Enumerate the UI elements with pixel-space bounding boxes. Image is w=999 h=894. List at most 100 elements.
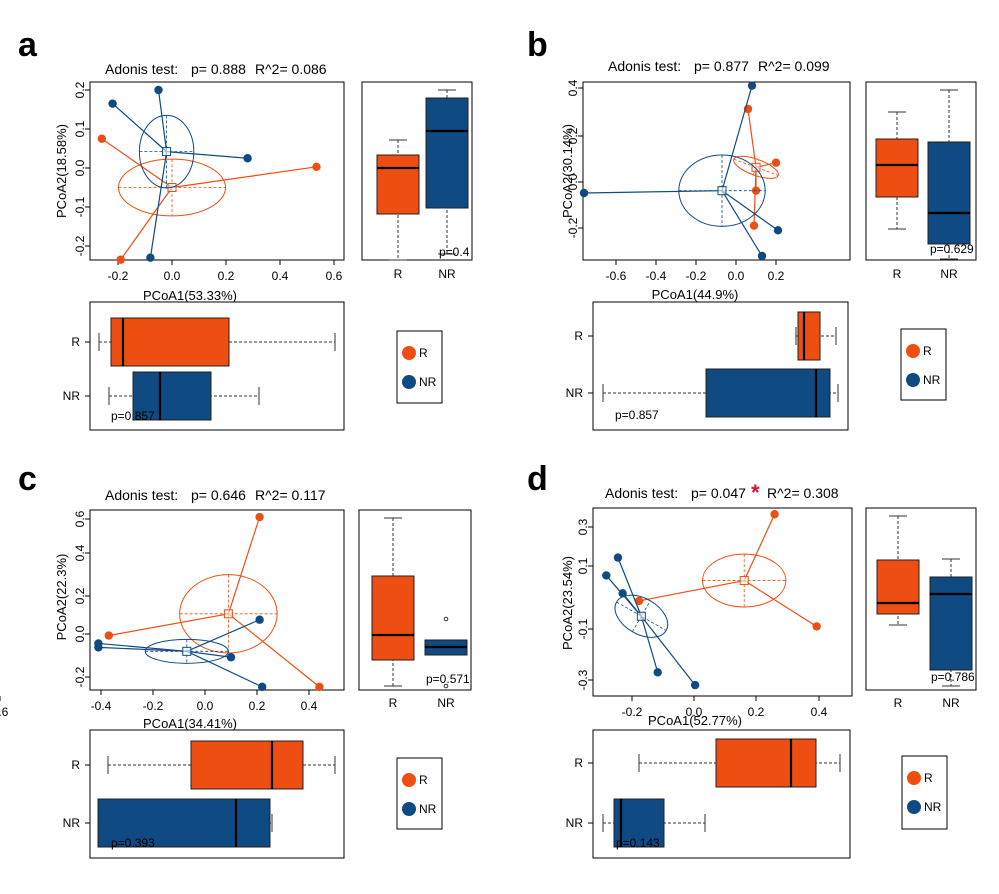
panel-a-nr-point xyxy=(243,154,252,163)
panel-b-scatter-frame xyxy=(582,81,851,261)
panel-d-significance-star: * xyxy=(751,480,760,505)
panel-b-r-centroid xyxy=(751,162,761,172)
panel-c-nr-spider-line xyxy=(186,650,263,688)
panel-b-y-tick-label: -0.2 xyxy=(566,217,580,238)
panel-a-y-tick-label: 0.2 xyxy=(73,81,87,98)
panel-b-right-box-r xyxy=(875,138,919,198)
panel-a-title-prefix: Adonis test: xyxy=(105,61,178,77)
panel-a-nr-spider-line xyxy=(112,103,167,153)
panel-d-nr-spider-line xyxy=(640,616,659,673)
panel-a-bottom-p-value: p=0.857 xyxy=(111,409,155,423)
panel-c-bottom-p-value: p=0.393 xyxy=(111,836,155,850)
panel-b-nr-point xyxy=(757,251,767,261)
panel-d-y-tick-label: 0.3 xyxy=(576,518,590,535)
panel-d-p-value: p= 0.047 xyxy=(691,485,746,501)
panel-d-bottom-box-r xyxy=(715,738,817,788)
panel-d-r-centroid xyxy=(739,576,749,586)
panel-b-x-tick-label: 0.0 xyxy=(728,269,745,283)
panel-c-right-group-label: R xyxy=(389,696,398,710)
panel-d-right-box-nr xyxy=(929,576,973,671)
panel-a-y-axis-label: PCoA2(18.58%) xyxy=(54,124,69,218)
panel-a-nr-spider-line xyxy=(149,151,168,258)
panel-a-right-box-r xyxy=(376,154,420,215)
panel-d-nr-spider-line xyxy=(640,615,696,686)
panel-b-bottom-box-r xyxy=(797,311,821,361)
panel-a-legend-r-label: R xyxy=(419,346,428,360)
panel-a-y-tick-label: -0.1 xyxy=(73,196,87,217)
panel-a-bottom-boxplot-frame xyxy=(89,301,345,431)
panel-b-bottom-group-label: R xyxy=(574,329,583,343)
panel-a-y-tick-label: -0.2 xyxy=(73,235,87,256)
panel-c-y-axis-label: PCoA2(22.3%) xyxy=(54,554,69,641)
panel-a-nr-centroid xyxy=(162,147,172,157)
panel-c-y-tick-label: 0.6 xyxy=(73,510,87,527)
panel-c-legend-r-label: R xyxy=(419,773,428,787)
panel-b-x-tick-label: -0.4 xyxy=(646,269,667,283)
panel-d-right-group-label: R xyxy=(894,696,903,710)
panel-a-legend-box xyxy=(396,330,443,404)
panel-c-right-outlier xyxy=(443,616,449,622)
panel-c-x-tick-label: 0.4 xyxy=(301,699,318,713)
panel-a-x-tick-label: 0.4 xyxy=(272,269,289,283)
panel-a-nr-spider-line xyxy=(166,151,248,159)
panel-b-legend-nr-marker xyxy=(906,373,920,387)
panel-c-legend-r-marker xyxy=(402,773,416,787)
panel-d-r-spider-line xyxy=(638,579,745,602)
panel-c-y-tick-label: -0.2 xyxy=(73,666,87,687)
panel-d-legend-nr-label: NR xyxy=(924,800,942,814)
panel-a-legend-nr-label: NR xyxy=(419,375,437,389)
panel-b-title-prefix: Adonis test: xyxy=(608,58,681,74)
panel-a-scatter-frame xyxy=(89,81,345,261)
panel-a-bottom-box-r xyxy=(110,317,230,367)
panel-c-y-tick-label: 0.4 xyxy=(73,544,87,561)
panel-a-x-axis-label: PCoA1(53.33%) xyxy=(143,288,237,303)
panel-d-y-tick-label: -0.3 xyxy=(576,669,590,690)
panel-d-nr-point xyxy=(618,589,627,598)
panel-b-right-boxplot-frame xyxy=(865,81,977,261)
panel-b-legend-box xyxy=(900,328,947,401)
panel-b-x-axis-label: PCoA1(44.9%) xyxy=(652,287,739,302)
panel-c-bottom-group-label: R xyxy=(71,758,80,772)
panel-c-nr-point xyxy=(258,682,267,692)
panel-a-r-point xyxy=(116,255,125,264)
panel-c-right-outlier xyxy=(443,683,449,689)
panel-c-legend-box xyxy=(396,757,443,830)
panel-a-x-tick-label: -0.2 xyxy=(108,269,129,283)
panel-b-nr-spider-line xyxy=(721,190,763,257)
panel-d-x-tick-label: 0.4 xyxy=(811,705,828,719)
panel-b-y-tick-label: 0.2 xyxy=(566,127,580,144)
panel-a-r-point xyxy=(97,134,107,143)
panel-d-nr-point xyxy=(602,571,611,580)
panel-d-nr-point xyxy=(690,680,700,690)
panel-a-p-value: p= 0.888 xyxy=(191,61,246,77)
panel-c-nr-centroid xyxy=(182,646,192,656)
panel-c-nr-spider-line xyxy=(186,619,260,652)
panel-a-right-p-value: p=0.4 xyxy=(439,245,470,259)
panel-c-x-tick-label: -0.4 xyxy=(91,699,112,713)
panel-b-r-point xyxy=(749,221,759,230)
panel-c-right-boxplot-frame xyxy=(358,509,472,691)
panel-a-y-tick-label: 0.1 xyxy=(73,120,87,137)
panel-b-legend-r-marker xyxy=(906,344,920,358)
panel-d-x-axis-label: PCoA1(52.77%) xyxy=(648,713,742,728)
panel-d-bottom-boxplot-frame xyxy=(592,729,851,859)
panel-b-r2-value: R^2= 0.099 xyxy=(758,58,830,74)
panel-c-x-tick-label: 0.0 xyxy=(197,699,214,713)
panel-b-nr-spider-line xyxy=(721,190,779,231)
panel-a-r-spider-line xyxy=(101,138,173,188)
panel-b-right-group-label: R xyxy=(893,267,902,281)
panel-d-right-boxplot-frame xyxy=(865,507,977,691)
panel-a-letter: a xyxy=(18,26,37,64)
panel-c-r-centroid xyxy=(223,609,233,619)
panel-d-nr-axis-line xyxy=(616,601,667,631)
panel-d-r-point xyxy=(634,596,644,606)
panel-c-nr-point xyxy=(94,643,103,652)
panel-d-nr-point xyxy=(613,553,623,562)
panel-c-r-point xyxy=(255,512,264,522)
panel-a-right-box-nr xyxy=(425,97,469,209)
panel-c-p-value: p= 0.646 xyxy=(191,487,246,503)
panel-c-r-point xyxy=(315,682,324,692)
panel-d-letter: d xyxy=(527,460,548,498)
panel-c-right-group-label: NR xyxy=(437,696,455,710)
panel-d-right-box-r xyxy=(876,559,920,615)
